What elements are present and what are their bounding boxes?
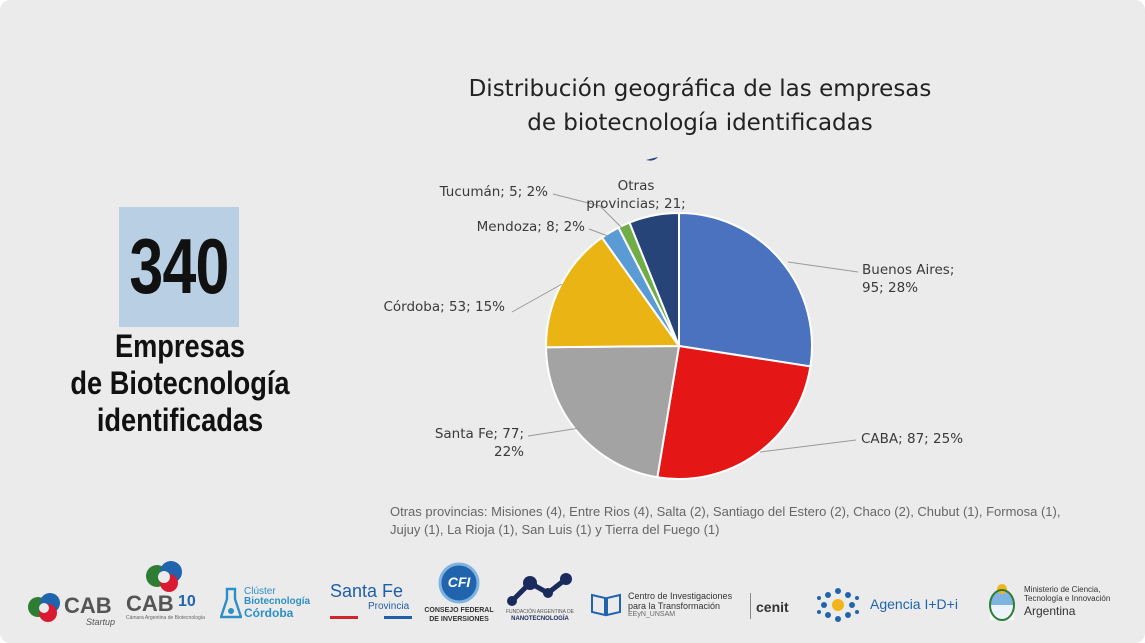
agencia-text: Agencia I+D+i bbox=[870, 596, 958, 612]
data-label-santa-fe: Santa Fe; 77; 22% bbox=[435, 426, 524, 460]
pie-slice-caba bbox=[656, 344, 812, 480]
cluster-cordoba-logo: Clúster Biotecnología Córdoba bbox=[220, 585, 324, 625]
santa-fe-blue-bar bbox=[384, 616, 412, 619]
santa-fe-title: Santa Fe bbox=[330, 581, 404, 601]
big-caption-line-3: identificadas bbox=[96, 402, 264, 438]
leader-line-3 bbox=[511, 283, 563, 313]
cit-line-3: EEyN_UNSAM bbox=[628, 611, 676, 618]
title-separator-mark bbox=[646, 157, 658, 161]
pie-slice-buenos-aires bbox=[678, 211, 813, 368]
cluster-line-3: Córdoba bbox=[244, 606, 294, 620]
fan-logo: FUNDACIÓN ARGENTINA DE NANOTECNOLOGÍA bbox=[500, 571, 580, 625]
cab-10-number: 10 bbox=[178, 593, 196, 610]
fan-line-1: FUNDACIÓN ARGENTINA DE bbox=[505, 609, 575, 615]
agencia-dots-icon bbox=[817, 588, 859, 622]
ministerio-line-2: Tecnología e Innovación bbox=[1024, 594, 1111, 603]
flask-icon bbox=[220, 587, 242, 619]
data-label-caba: CABA; 87; 25% bbox=[861, 431, 963, 447]
cfi-logo: CFI CONSEJO FEDERAL DE INVERSIONES bbox=[424, 561, 494, 627]
ministerio-line-1: Ministerio de Ciencia, bbox=[1024, 585, 1101, 594]
leader-line-2 bbox=[527, 427, 581, 437]
cfi-text: CFI bbox=[447, 574, 471, 590]
pie-slice-otras-provincias bbox=[628, 211, 680, 347]
big-number-highlight bbox=[119, 207, 239, 327]
cab-10-sub: Cámara Argentina de Biotecnología bbox=[126, 615, 205, 621]
leader-line-0 bbox=[787, 261, 859, 273]
argentina-coat-of-arms-icon bbox=[989, 584, 1015, 621]
big-number: 340 bbox=[129, 222, 229, 310]
sponsor-logos: CAB Startup CAB 10 Cámara Argentina de B… bbox=[0, 555, 1145, 643]
pie-slice-c-rdoba bbox=[545, 236, 681, 349]
other-provinces-note: Otras provincias: Misiones (4), Entre Ri… bbox=[390, 504, 1061, 537]
chart-title: Distribución geográfica de las empresas … bbox=[450, 72, 950, 140]
santa-fe-logo: Santa Fe Provincia bbox=[330, 581, 420, 623]
cenit-divider bbox=[750, 593, 751, 619]
agencia-logo: Agencia I+D+i bbox=[816, 585, 976, 625]
santa-fe-sub: Provincia bbox=[368, 601, 410, 612]
nano-molecule-icon bbox=[507, 573, 572, 606]
big-number-caption: Empresas de Biotecnología identificadas bbox=[61, 328, 299, 439]
leader-line-1 bbox=[759, 439, 857, 453]
cab-10-emblem-icon bbox=[146, 561, 182, 592]
cfi-line-2: DE INVERSIONES bbox=[429, 616, 489, 623]
leader-line-4 bbox=[588, 228, 609, 237]
data-label-tucum-n: Tucumán; 5; 2% bbox=[439, 184, 549, 200]
cluster-line-2: Biotecnología bbox=[244, 596, 311, 607]
cenit-text: cenit bbox=[756, 599, 789, 615]
cab-10-text: CAB bbox=[126, 591, 174, 616]
cluster-line-1: Clúster bbox=[244, 586, 276, 597]
leader-line-5 bbox=[552, 193, 623, 229]
cit-logo: Centro de Investigaciones para la Transf… bbox=[590, 589, 750, 623]
cfi-globe-icon bbox=[438, 562, 480, 604]
cit-line-2: para la Transformación bbox=[628, 601, 721, 611]
cab-startup-logo: CAB Startup bbox=[26, 591, 118, 631]
cfi-line-1: CONSEJO FEDERAL bbox=[424, 607, 494, 614]
data-label-c-rdoba: Córdoba; 53; 15% bbox=[383, 299, 505, 315]
cab-startup-text: CAB bbox=[64, 593, 112, 618]
cab-startup-sub: Startup bbox=[86, 617, 116, 627]
chart-title-line-2: de biotecnología identificadas bbox=[527, 110, 873, 136]
fan-line-2: NANOTECNOLOGÍA bbox=[511, 616, 569, 622]
cab-10-logo: CAB 10 Cámara Argentina de Biotecnología bbox=[126, 559, 216, 625]
cenit-logo: cenit bbox=[750, 593, 802, 623]
big-caption-line-1: Empresas bbox=[114, 328, 246, 364]
big-caption-line-2: de Biotecnología bbox=[70, 365, 290, 401]
ministerio-logo: Ministerio de Ciencia, Tecnología e Inno… bbox=[986, 581, 1126, 625]
pie-slice-santa-fe bbox=[544, 344, 681, 479]
data-label-mendoza: Mendoza; 8; 2% bbox=[477, 219, 586, 235]
chart-title-line-1: Distribución geográfica de las empresas bbox=[468, 76, 932, 102]
ministerio-line-3: Argentina bbox=[1024, 604, 1076, 618]
data-label-buenos-aires: Buenos Aires; 95; 28% bbox=[862, 262, 954, 296]
santa-fe-red-bar bbox=[330, 616, 358, 619]
data-label-otras-provincias: Otras provincias; 21; bbox=[586, 178, 685, 212]
book-icon bbox=[591, 593, 621, 617]
cab-startup-emblem-icon bbox=[28, 593, 60, 622]
cit-line-1: Centro de Investigaciones bbox=[628, 591, 733, 601]
